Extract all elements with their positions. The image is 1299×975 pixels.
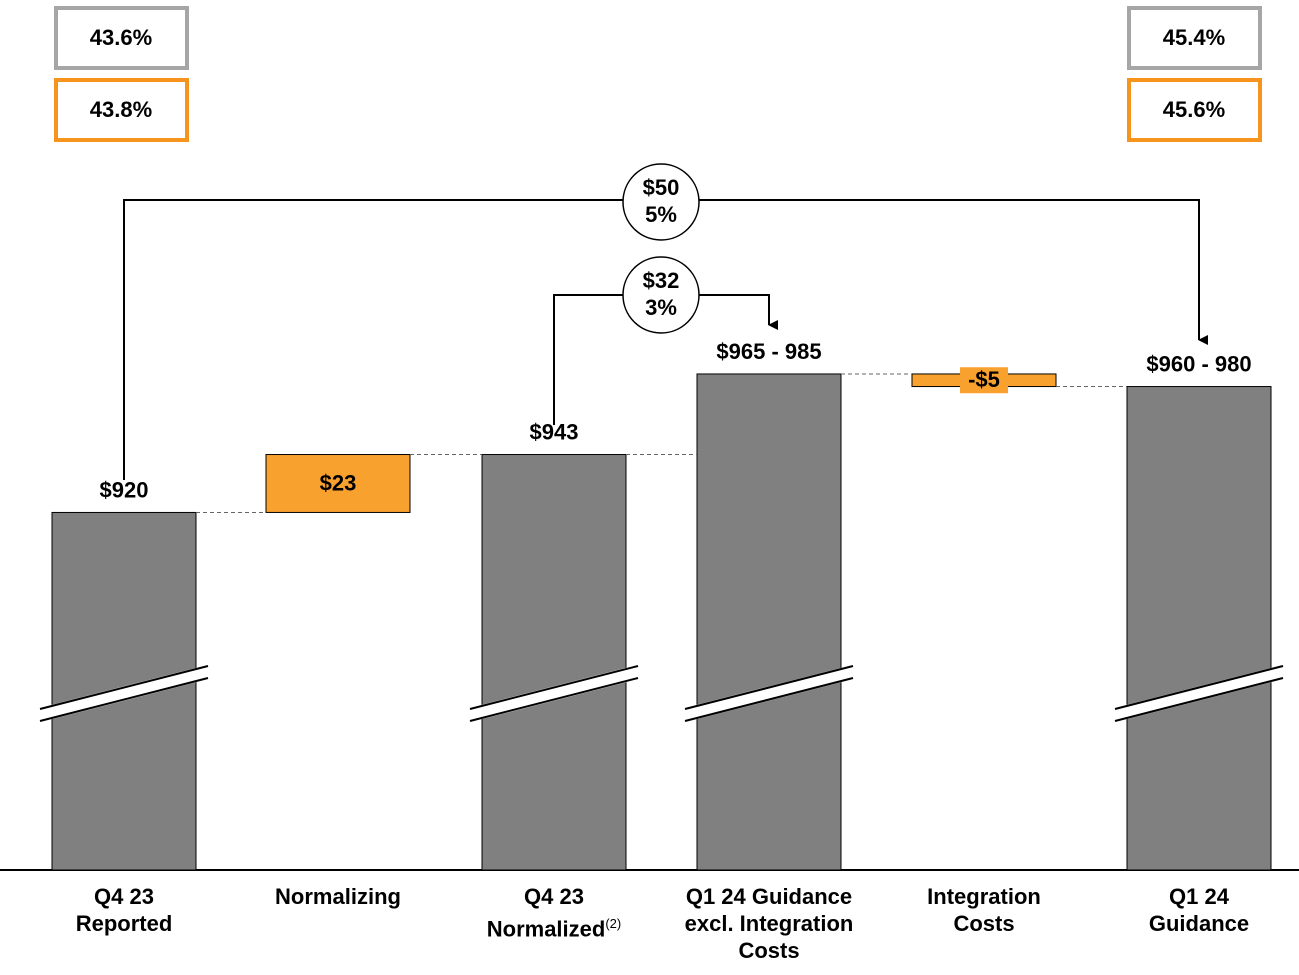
bridge-label: $32 [643, 268, 680, 293]
total-bar [481, 454, 627, 871]
footnote-ref: (2) [605, 916, 622, 931]
margin-box [54, 78, 189, 142]
axis-break [38, 665, 210, 722]
x-tick-label: Q1 24 Guidance excl. Integration Costs [659, 883, 879, 964]
margin-box [1127, 6, 1262, 70]
x-tick-label: Q1 24 Guidance [1089, 883, 1299, 937]
category-text: Normalizing [275, 884, 401, 909]
axis-break-edge [1114, 677, 1284, 722]
x-tick-label: Integration Costs [874, 883, 1094, 937]
category-text: Q4 23 Reported [75, 884, 173, 936]
bridge-circle [622, 163, 700, 241]
margin-box [54, 6, 189, 70]
margin-label: 45.6% [1163, 97, 1225, 122]
axis-break-edge [469, 665, 639, 710]
category-text: Q1 24 Guidance excl. Integration Costs [684, 884, 854, 963]
x-tick-label: Q4 23 Normalized(2) [444, 883, 664, 942]
value-label: -$5 [968, 367, 1000, 392]
axis-break-edge [1114, 665, 1284, 710]
axis-break [1113, 665, 1285, 722]
bridge-label: 3% [645, 295, 677, 320]
value-label: $960 - 980 [1146, 351, 1251, 376]
category-text: Q4 23 Normalized [486, 884, 606, 942]
bridge-line [123, 199, 1208, 480]
axis-break-edge [39, 677, 209, 722]
axis-break-edge [39, 665, 209, 710]
label-bg [960, 367, 1008, 394]
x-tick-label: Normalizing [228, 883, 448, 910]
margin-label: 43.6% [90, 25, 152, 50]
axis-break [468, 665, 640, 722]
bridge-label: 5% [645, 202, 677, 227]
delta-bar [265, 454, 411, 513]
value-label: $23 [320, 470, 357, 495]
bridge-circle [622, 256, 700, 334]
axis-break-edge [684, 665, 854, 710]
value-label: $920 [100, 477, 149, 502]
x-tick-label: Q4 23 Reported [14, 883, 234, 937]
margin-label: 43.8% [90, 97, 152, 122]
axis-break-edge [684, 677, 854, 722]
bridge-label: $50 [643, 175, 680, 200]
category-text: Integration Costs [927, 884, 1041, 936]
axis-break [683, 665, 855, 722]
total-bar [1126, 386, 1272, 871]
value-label: $965 - 985 [716, 339, 821, 364]
margin-box [1127, 78, 1262, 142]
category-text: Q1 24 Guidance [1148, 884, 1250, 936]
margin-label: 45.4% [1163, 25, 1225, 50]
total-bar [696, 373, 842, 871]
axis-break-edge [469, 677, 639, 722]
